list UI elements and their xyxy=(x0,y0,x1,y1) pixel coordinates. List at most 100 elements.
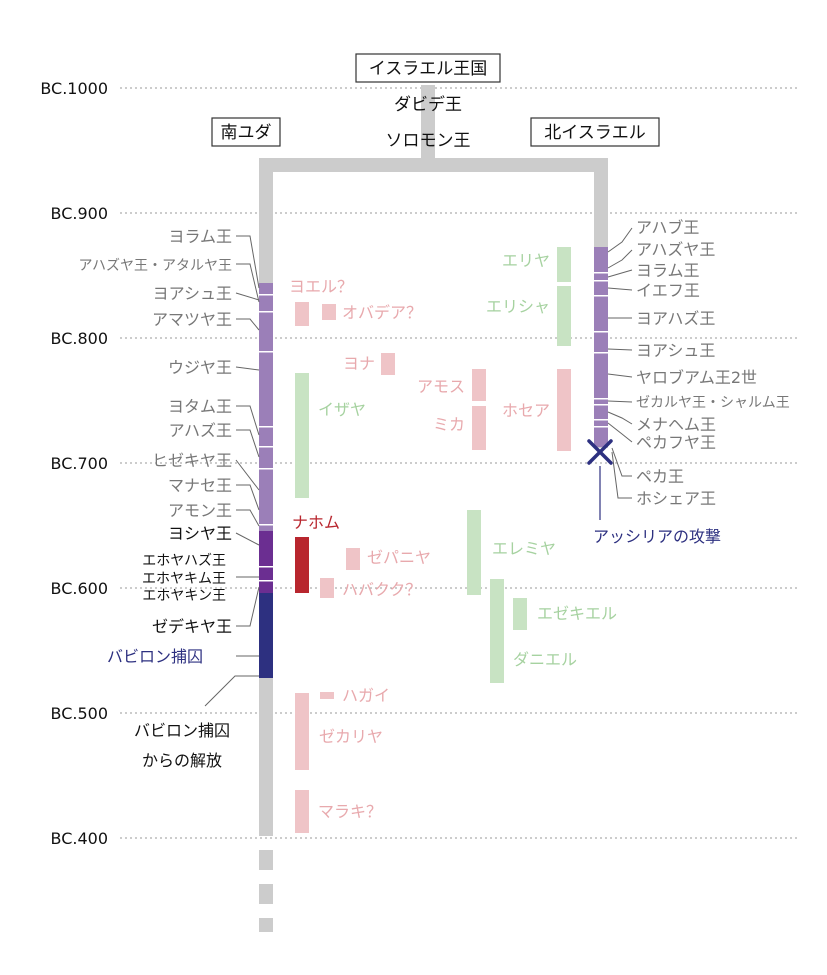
babylon-release-label-line2: からの解放 xyxy=(142,751,222,770)
judah-king-label: マナセ王 xyxy=(168,476,232,495)
year-label: BC.700 xyxy=(51,454,109,473)
reign-divider xyxy=(259,566,273,568)
leader-line xyxy=(607,411,633,425)
north-king-label: ゼカルヤ王・シャルム王 xyxy=(636,395,790,411)
prophet-bar-isaiah xyxy=(295,373,309,498)
leader-line xyxy=(235,366,260,371)
judah-reign-purple xyxy=(259,283,273,531)
prophet-bar-habakkuk xyxy=(320,578,334,598)
prophet-label: ゼカリヤ xyxy=(319,727,383,746)
prophet-label: エリシャ xyxy=(486,297,550,316)
split-crossbar xyxy=(259,158,608,172)
judah-reign-dividers xyxy=(259,294,273,582)
north-header: 北イスラエル xyxy=(544,123,646,143)
north-king-label: アハブ王 xyxy=(636,218,699,237)
prophet-bar-micah xyxy=(472,406,486,450)
north-king-label: メナヘム王 xyxy=(636,415,716,434)
north-king-label: ヨラム王 xyxy=(636,261,700,280)
reign-divider xyxy=(259,580,273,582)
prophet-bar-ezekiel xyxy=(513,598,527,630)
david-label: ダビデ王 xyxy=(394,94,462,115)
leader-line xyxy=(236,429,260,458)
leader-line xyxy=(611,451,632,499)
judah-king-label: ヨアシュ王 xyxy=(153,284,232,303)
year-label: BC.500 xyxy=(51,704,109,723)
reign-divider xyxy=(259,294,273,296)
reign-divider xyxy=(594,272,608,274)
judah-king-label: エホヤキン王 xyxy=(142,588,226,604)
judah-leader-lines xyxy=(204,235,260,707)
leader-line xyxy=(235,459,260,491)
prophet-bar-zephaniah xyxy=(346,548,360,570)
prophet-bar-daniel xyxy=(490,579,504,683)
prophet-label: エゼキエル xyxy=(537,604,617,623)
leader-line xyxy=(607,249,633,269)
judah-king-label: アハズヤ王・アタルヤ王 xyxy=(79,258,232,274)
judah-king-label: エホヤキム王 xyxy=(142,571,226,587)
prophet-label: イザヤ xyxy=(318,400,366,419)
year-label: BC.400 xyxy=(51,829,109,848)
reign-divider xyxy=(594,419,608,421)
reign-divider xyxy=(594,398,608,400)
prophet-label: ヨエル？ xyxy=(289,277,353,296)
prophet-bar-malachi xyxy=(295,790,309,833)
north-king-label: ヨアシュ王 xyxy=(636,341,715,360)
leader-line xyxy=(236,484,260,511)
north-king-labels: アハブ王 アハズヤ王 ヨラム王 イエフ王 ヨアハズ王 ヨアシュ王 ヤロブアム王2… xyxy=(636,218,790,508)
leader-line xyxy=(235,292,260,301)
prophet-label: マラキ？ xyxy=(318,802,382,821)
leader-line xyxy=(607,348,633,351)
prophet-bar-jeremiah xyxy=(467,510,481,595)
north-reign-purple xyxy=(594,247,608,447)
judah-king-label: エホヤハズ王 xyxy=(142,553,226,569)
judah-trunk-dash xyxy=(259,884,273,904)
judah-king-label: アマツヤ王 xyxy=(152,310,232,329)
year-label: BC.800 xyxy=(51,329,109,348)
judah-header-box xyxy=(211,117,281,147)
leader-line xyxy=(607,373,633,378)
north-leader-lines xyxy=(607,227,633,499)
judah-king-labels: ヨラム王 アハズヤ王・アタルヤ王 ヨアシュ王 アマツヤ王 ウジヤ王 ヨタム王 ア… xyxy=(79,227,232,636)
judah-header: 南ユダ xyxy=(221,123,272,143)
attack-x-stroke xyxy=(587,439,613,465)
kingdom-trunks xyxy=(259,85,608,932)
prophet-bar-elijah xyxy=(557,247,571,282)
leader-line xyxy=(236,586,260,627)
prophet-label: ミカ xyxy=(433,415,465,434)
reign-divider xyxy=(594,331,608,333)
north-king-label: ホシェア王 xyxy=(636,489,716,508)
leader-line xyxy=(607,227,633,253)
solomon-label: ソロモン王 xyxy=(386,131,471,151)
prophet-label: ホセア xyxy=(502,401,550,420)
leader-line xyxy=(607,269,633,278)
judah-king-label: ヨシヤ王 xyxy=(168,524,232,543)
prophet-label: ハバクク？ xyxy=(342,580,421,599)
prophet-bar-zechariah xyxy=(295,693,309,770)
reign-divider xyxy=(594,426,608,428)
north-king-label: ヨアハズ王 xyxy=(636,309,715,328)
year-label: BC.1000 xyxy=(40,79,108,98)
leader-line xyxy=(607,422,633,443)
leader-line xyxy=(236,263,260,303)
babylon-release-label-line1: バビロン捕囚 xyxy=(134,721,230,740)
prophet-bar-amos xyxy=(472,369,486,401)
prophet-label: ハガイ xyxy=(342,686,390,705)
north-reign-bar xyxy=(594,247,608,447)
prophet-label: ダニエル xyxy=(513,650,577,669)
leader-line xyxy=(236,318,260,331)
reign-divider xyxy=(259,446,273,448)
judah-king-label: ヒゼキヤ王 xyxy=(152,451,232,470)
prophet-bar-elisha xyxy=(557,286,571,346)
header-boxes: イスラエル王国 ダビデ王 ソロモン王 南ユダ 北イスラエル xyxy=(211,53,660,151)
prophet-label: オバデア？ xyxy=(342,303,422,322)
prophet-labels: ヨエル？ オバデア？ ヨナ アモス ミカ ホセア ナホム ゼパニヤ ハバクク？ … xyxy=(289,251,617,821)
leader-line xyxy=(607,287,633,291)
judah-trunk-dash xyxy=(259,918,273,932)
leader-line xyxy=(236,235,260,289)
judah-reign-navy xyxy=(259,593,273,678)
babylon-captivity-label: バビロン捕囚 xyxy=(107,647,203,666)
reign-divider xyxy=(259,311,273,313)
prophet-label: ナホム xyxy=(292,513,340,532)
